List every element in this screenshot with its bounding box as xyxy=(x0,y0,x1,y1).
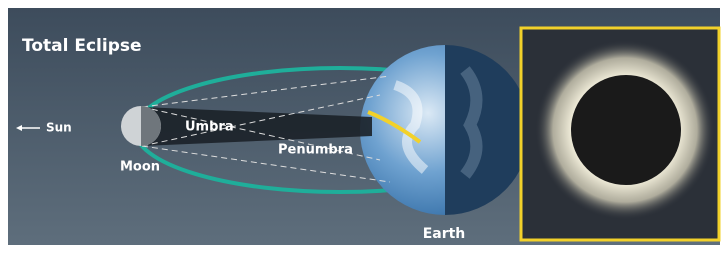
earth-label: Earth xyxy=(423,226,466,242)
title: Total Eclipse xyxy=(22,36,142,56)
penumbra-label: Penumbra xyxy=(278,143,353,158)
eclipsed-sun xyxy=(571,75,681,185)
moon-label: Moon xyxy=(120,160,160,175)
umbra-label: Umbra xyxy=(185,120,234,135)
earth xyxy=(360,45,530,215)
moon xyxy=(121,106,161,146)
sun-label: Sun xyxy=(46,121,72,135)
eclipse-diagram: Total Eclipse Sun Moon Umbra Penumbra Ea… xyxy=(0,0,727,253)
